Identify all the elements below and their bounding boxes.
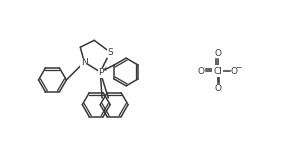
Text: +: + [102,66,108,72]
Text: N: N [81,58,88,67]
Text: −: − [235,63,241,73]
Text: O: O [214,84,221,93]
Text: S: S [108,48,113,57]
Text: P: P [99,68,104,78]
Text: O: O [214,49,221,58]
Text: O: O [198,66,205,76]
Text: O: O [231,66,238,76]
Text: Cl: Cl [213,66,222,76]
